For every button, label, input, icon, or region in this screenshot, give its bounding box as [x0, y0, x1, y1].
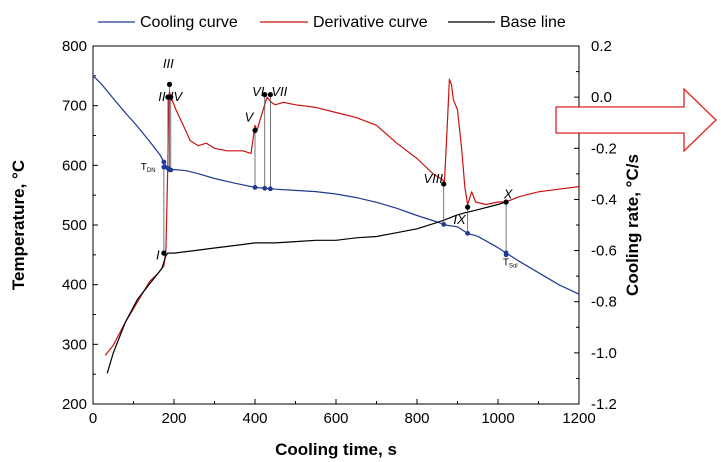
temperature-label-subscript: DN: [147, 168, 156, 174]
roman-numeral-label: VIII: [423, 171, 443, 186]
y-right-axis-title: Cooling rate, °C/s: [623, 154, 642, 296]
point-marker: [262, 91, 268, 98]
roman-numeral-label: V: [245, 110, 255, 125]
point-marker: [465, 204, 471, 210]
y-left-tick-label: 800: [62, 38, 87, 55]
y-right-tick-label: 0.0: [591, 89, 612, 106]
cooling-point-marker: [267, 186, 273, 192]
roman-numeral-label: II: [158, 89, 166, 104]
base-line: [106, 201, 507, 374]
x-axis-title: Cooling time, s: [275, 440, 397, 459]
y-left-tick-label: 700: [62, 98, 87, 115]
legend-label-cooling: Cooling curve: [140, 14, 238, 31]
y-right-tick-label: -1.2: [591, 396, 617, 413]
temperature-label: TDN: [141, 162, 156, 174]
roman-numeral-label: III: [163, 56, 174, 71]
x-tick-label: 1000: [481, 410, 514, 427]
point-marker: [441, 181, 447, 187]
cooling-point-marker: [262, 185, 268, 191]
legend-label-derivative: Derivative curve: [313, 14, 428, 31]
right-arrow-icon: [555, 87, 717, 153]
roman-numeral-label: VII: [271, 84, 287, 99]
point-marker: [168, 94, 174, 100]
cooling-point-marker: [441, 222, 447, 227]
y-right-tick-label: -0.2: [591, 140, 617, 157]
roman-numeral-label: X: [503, 186, 514, 201]
x-tick-label: 200: [161, 410, 186, 427]
point-marker: [252, 127, 258, 133]
legend-label-baseline: Base line: [500, 14, 566, 31]
cooling-curve-line: [92, 75, 580, 295]
derivative-curve-line: [104, 78, 580, 356]
roman-numeral-label: IX: [453, 212, 467, 227]
point-marker: [503, 199, 509, 205]
x-tick-label: 0: [89, 410, 97, 427]
y-right-tick-label: -0.8: [591, 294, 617, 311]
point-marker: [161, 250, 167, 256]
point-marker: [267, 91, 273, 98]
y-left-axis-title: Temperature, °C: [9, 160, 28, 290]
roman-numeral-label: IV: [170, 89, 184, 104]
temperature-point-marker: [503, 252, 509, 258]
cooling-point-marker: [161, 159, 167, 165]
y-right-tick-label: -0.4: [591, 191, 617, 208]
cooling-point-marker: [465, 230, 471, 236]
y-left-tick-label: 400: [62, 277, 87, 294]
roman-numeral-label: I: [156, 248, 160, 263]
temperature-point-marker: [161, 164, 167, 170]
x-tick-label: 600: [323, 410, 348, 427]
roman-numeral-label: VI: [252, 84, 265, 99]
x-tick-label: 400: [242, 410, 267, 427]
ticks-layer: 0 200 400 600 800 1000 12002003004005006007008…: [62, 38, 617, 427]
cooling-point-marker: [252, 185, 258, 190]
y-left-tick-label: 500: [62, 217, 87, 234]
temperature-label-main: T: [503, 258, 509, 269]
x-tick-label: 800: [404, 410, 429, 427]
y-right-tick-label: 0.2: [591, 38, 612, 55]
point-marker: [166, 81, 173, 87]
legend: Cooling curve Derivative curve Base line: [98, 14, 566, 31]
temperature-label-main: T: [141, 162, 147, 173]
y-left-tick-label: 200: [62, 396, 87, 413]
temperature-label: TSol: [503, 258, 518, 270]
temperature-label-subscript: Sol: [509, 264, 518, 270]
y-left-tick-label: 600: [62, 157, 87, 174]
y-left-tick-label: 300: [62, 336, 87, 353]
x-tick-label: 1200: [562, 410, 595, 427]
y-right-tick-label: -1.0: [591, 345, 617, 362]
y-right-tick-label: -0.6: [591, 243, 617, 260]
cooling-point-marker: [168, 167, 174, 173]
